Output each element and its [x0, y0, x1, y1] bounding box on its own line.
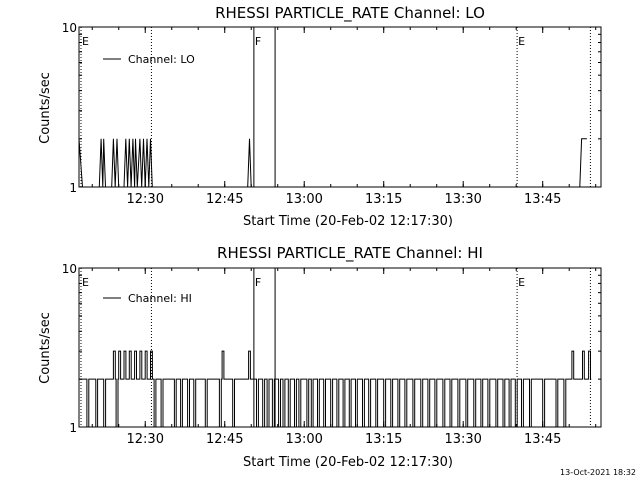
lo-x-tick-label: 13:45: [524, 192, 561, 207]
hi-channel-panel: RHESSI PARTICLE_RATE Channel: HI Start T…: [38, 244, 602, 470]
lo-x-tick-label: 13:30: [444, 192, 481, 207]
lo-series-line: [78, 138, 587, 188]
hi-marker-label: E: [518, 276, 525, 289]
hi-x-tick-label: 12:45: [206, 432, 243, 447]
hi-x-tick-label: 13:30: [444, 432, 481, 447]
lo-marker-label: E: [82, 35, 89, 48]
hi-legend-label: Channel: HI: [128, 292, 192, 305]
hi-marker-label: E: [82, 276, 89, 289]
hi-series-line: [79, 350, 592, 428]
lo-y-tick-label: 10: [62, 21, 77, 35]
lo-x-tick-label: 13:00: [285, 192, 322, 207]
hi-chart-title: RHESSI PARTICLE_RATE Channel: HI: [217, 244, 483, 263]
hi-x-tick-label: 13:15: [365, 432, 402, 447]
lo-chart-title: RHESSI PARTICLE_RATE Channel: LO: [215, 4, 485, 23]
hi-y-tick-label: 1: [69, 421, 77, 435]
hi-y-tick-label: 10: [62, 262, 77, 276]
hi-marker-label: F: [255, 276, 261, 289]
lo-marker-label: F: [255, 35, 261, 48]
lo-x-axis-label: Start Time (20-Feb-02 12:17:30): [243, 214, 453, 229]
footer-timestamp: 13-Oct-2021 18:32: [560, 468, 636, 477]
lo-x-tick-label: 13:15: [365, 192, 402, 207]
hi-plot-frame: [78, 267, 602, 428]
lo-x-tick-label: 12:45: [206, 192, 243, 207]
lo-legend-label: Channel: LO: [128, 53, 195, 66]
lo-plot-frame: [78, 26, 602, 188]
hi-y-axis-label: Counts/sec: [38, 312, 53, 384]
lo-channel-panel: RHESSI PARTICLE_RATE Channel: LO Start T…: [38, 4, 602, 229]
hi-x-tick-label: 13:45: [524, 432, 561, 447]
lo-y-tick-label: 1: [69, 181, 77, 195]
lo-y-axis-label: Counts/sec: [38, 72, 53, 144]
hi-x-axis-label: Start Time (20-Feb-02 12:17:30): [243, 455, 453, 470]
hi-x-tick-label: 13:00: [285, 432, 322, 447]
lo-x-tick-label: 12:30: [127, 192, 164, 207]
hi-x-tick-label: 12:30: [127, 432, 164, 447]
lo-marker-label: E: [518, 35, 525, 48]
